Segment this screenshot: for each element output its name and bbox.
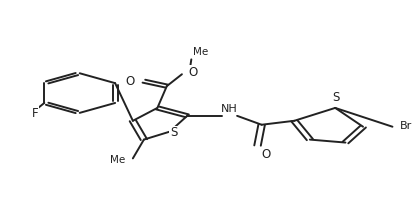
Text: F: F [32,107,38,120]
Text: Me: Me [110,155,125,165]
Text: O: O [188,66,197,79]
Text: O: O [261,148,270,161]
Text: Br: Br [399,121,411,131]
Text: NH: NH [220,104,237,114]
Text: O: O [126,75,135,88]
Text: S: S [332,91,339,104]
Text: S: S [170,126,177,139]
Text: Me: Me [193,47,208,57]
